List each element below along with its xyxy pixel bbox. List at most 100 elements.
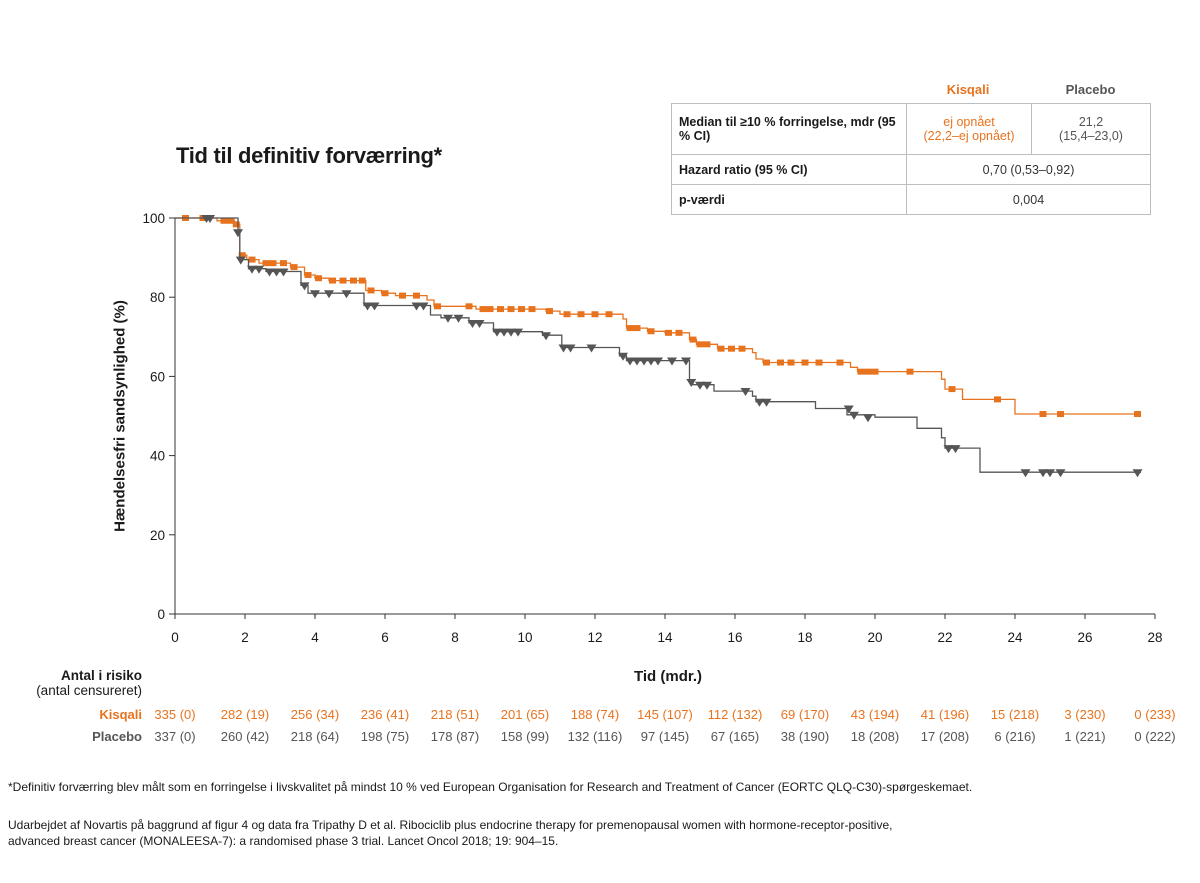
chart-title: Tid til definitiv forværring* — [176, 143, 442, 168]
censor-marker-placebo — [1045, 469, 1055, 478]
censor-marker-placebo — [264, 268, 275, 277]
censor-marker-kisqali — [675, 329, 683, 336]
censor-marker-kisqali — [546, 308, 553, 315]
censor-marker-placebo — [754, 398, 765, 407]
censor-marker-placebo — [695, 381, 705, 390]
censor-marker-kisqali — [518, 306, 525, 313]
x-tick-label: 2 — [241, 630, 249, 645]
censor-marker-placebo — [271, 268, 282, 277]
censor-marker-kisqali — [290, 264, 298, 271]
censor-marker-kisqali — [339, 277, 347, 284]
risk-value-kisqali: 15 (218) — [990, 707, 1040, 722]
y-tick-label: 40 — [150, 449, 165, 464]
censor-marker-placebo — [324, 290, 334, 299]
censor-marker-placebo — [618, 352, 628, 361]
p-label: p-værdi — [671, 184, 907, 215]
censor-marker-kisqali — [280, 260, 287, 267]
x-tick-label: 16 — [727, 630, 742, 645]
censor-marker-placebo — [950, 445, 961, 454]
censor-marker-placebo — [565, 344, 576, 353]
risk-value-kisqali: 256 (34) — [290, 707, 340, 722]
summary-row-hazard: Hazard ratio (95 % CI) 0,70 (0,53–0,92) — [671, 154, 1151, 185]
censor-marker-placebo — [1038, 469, 1048, 478]
censor-marker-kisqali — [399, 292, 406, 299]
censor-marker-kisqali — [689, 336, 697, 343]
censor-marker-kisqali — [815, 359, 823, 366]
risk-value-placebo: 97 (145) — [640, 729, 690, 744]
x-tick-label: 4 — [311, 630, 319, 645]
censor-marker-kisqali — [367, 287, 375, 294]
censor-marker-kisqali — [906, 368, 914, 375]
censor-marker-placebo — [492, 328, 502, 337]
censor-marker-placebo — [499, 328, 509, 337]
censor-marker-placebo — [205, 215, 215, 223]
x-tick-label: 18 — [797, 630, 812, 645]
x-tick-label: 26 — [1077, 630, 1092, 645]
median-label: Median til ≥10 % forringelse, mdr (95 % … — [671, 103, 907, 155]
risk-table-title: Antal i risiko — [60, 668, 142, 683]
censor-marker-kisqali — [777, 359, 784, 366]
censor-marker-placebo — [541, 332, 551, 341]
censor-marker-kisqali — [787, 359, 795, 366]
censor-marker-placebo — [341, 290, 352, 299]
censor-marker-placebo — [863, 414, 873, 423]
risk-value-placebo: 337 (0) — [154, 729, 196, 744]
censor-marker-kisqali — [486, 306, 494, 313]
censor-marker-placebo — [418, 302, 429, 311]
censor-marker-placebo — [369, 302, 380, 311]
hazard-label: Hazard ratio (95 % CI) — [671, 154, 907, 185]
x-tick-label: 0 — [171, 630, 179, 645]
risk-value-kisqali: 41 (196) — [920, 707, 970, 722]
risk-value-placebo: 260 (42) — [220, 729, 270, 744]
censor-marker-kisqali — [329, 277, 336, 284]
y-tick-label: 60 — [150, 369, 165, 384]
censor-marker-kisqali — [1134, 411, 1141, 418]
x-tick-label: 10 — [517, 630, 532, 645]
censor-marker-placebo — [558, 344, 569, 353]
censor-marker-placebo — [686, 378, 697, 387]
risk-value-placebo: 17 (208) — [920, 729, 970, 744]
censor-marker-kisqali — [647, 328, 655, 335]
censor-marker-placebo — [411, 302, 422, 311]
censor-marker-placebo — [247, 265, 257, 274]
censor-marker-kisqali — [479, 306, 487, 313]
censor-marker-kisqali — [497, 306, 504, 313]
censor-marker-kisqali — [227, 217, 235, 224]
risk-value-kisqali: 335 (0) — [154, 707, 196, 722]
censor-marker-placebo — [843, 405, 854, 414]
risk-value-placebo: 178 (87) — [430, 729, 480, 744]
censor-marker-placebo — [943, 445, 954, 454]
censor-marker-kisqali — [262, 260, 270, 267]
source-line-1: Udarbejdet af Novartis på baggrund af fi… — [8, 818, 893, 832]
censor-marker-kisqali — [304, 272, 312, 279]
summary-row-p: p-værdi 0,004 — [671, 184, 1151, 215]
censor-marker-kisqali — [220, 217, 228, 224]
hazard-value: 0,70 (0,53–0,92) — [906, 154, 1151, 185]
p-value: 0,004 — [906, 184, 1151, 215]
censor-marker-kisqali — [577, 311, 585, 318]
summary-table: Kisqali Placebo Median til ≥10 % forring… — [671, 78, 1151, 215]
series-placebo — [175, 215, 1143, 478]
censor-marker-kisqali — [591, 311, 599, 318]
censor-marker-kisqali — [717, 345, 725, 352]
y-tick-label: 80 — [150, 290, 165, 305]
x-tick-label: 24 — [1007, 630, 1023, 645]
source-line-2: advanced breast cancer (MONALEESA-7): a … — [8, 834, 559, 848]
censor-marker-placebo — [702, 381, 712, 390]
censor-marker-placebo — [667, 357, 677, 366]
censor-marker-kisqali — [871, 368, 879, 375]
censor-marker-placebo — [625, 357, 635, 366]
censor-marker-kisqali — [413, 292, 420, 299]
censor-marker-kisqali — [665, 329, 672, 336]
risk-value-placebo: 38 (190) — [780, 729, 830, 744]
risk-value-kisqali: 0 (233) — [1134, 707, 1176, 722]
censor-marker-kisqali — [738, 345, 746, 352]
censor-marker-kisqali — [864, 368, 872, 375]
censor-marker-kisqali — [238, 252, 246, 259]
censor-marker-kisqali — [1057, 411, 1064, 418]
risk-value-placebo: 0 (222) — [1134, 729, 1176, 744]
censor-marker-placebo — [254, 265, 264, 274]
median-kisqali-value: ej opnået — [943, 115, 995, 129]
censor-marker-placebo — [632, 357, 642, 366]
